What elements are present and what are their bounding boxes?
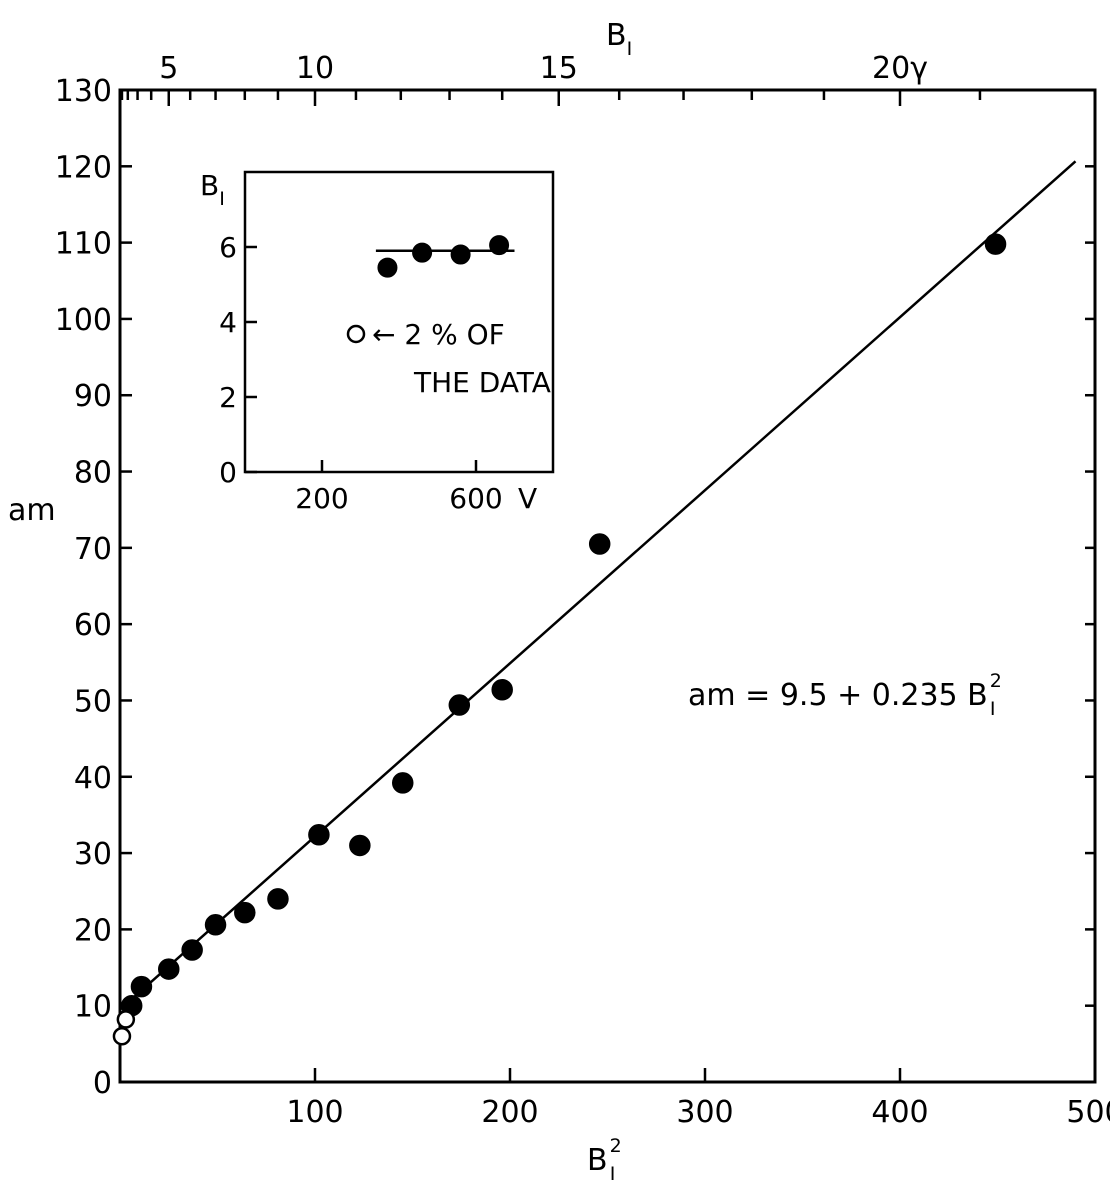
data-point xyxy=(158,958,180,980)
x-tick-label: 300 xyxy=(676,1095,733,1130)
y-tick-label: 80 xyxy=(74,456,112,491)
y-tick-label: 0 xyxy=(93,1066,112,1101)
data-point xyxy=(349,834,371,857)
data-point xyxy=(984,233,1007,255)
y-axis-title: am xyxy=(8,493,56,528)
top-tick-label: 5 xyxy=(159,51,178,86)
y-tick-label: 40 xyxy=(74,761,112,796)
inset-ticks xyxy=(245,245,478,474)
y-tick-label: 70 xyxy=(74,532,112,567)
y-tick-label: 20 xyxy=(74,913,112,948)
inset-data-point xyxy=(377,257,398,278)
inset-y-tick-label: 0 xyxy=(219,456,237,489)
inset-y-axis-title: BI xyxy=(200,169,225,210)
inset-y-tick-label: 6 xyxy=(219,231,237,264)
inset-data-point xyxy=(489,235,510,256)
x-tick-label: 200 xyxy=(481,1095,538,1130)
main-ticks xyxy=(120,88,1097,1084)
inset-y-tick-label: 2 xyxy=(219,381,237,414)
inset-note-line2: THE DATA xyxy=(413,366,551,399)
x-tick-label: 500 xyxy=(1066,1095,1110,1130)
inset-frame xyxy=(243,170,555,474)
inset-note-line1: ← 2 % OF xyxy=(372,318,505,351)
y-tick-label: 50 xyxy=(74,684,112,719)
top-ticks xyxy=(120,90,982,106)
y-tick-label: 110 xyxy=(55,227,112,262)
top-tick-label: 15 xyxy=(540,51,578,86)
y-tick-label: 90 xyxy=(74,379,112,414)
x-tick-label: 400 xyxy=(871,1095,928,1130)
data-point-open xyxy=(112,1026,132,1046)
inset-y-tick-label: 4 xyxy=(219,306,237,339)
data-point xyxy=(448,694,471,716)
main-fit xyxy=(119,160,1077,1011)
y-tick-label: 130 xyxy=(55,74,112,109)
data-point xyxy=(267,888,289,910)
data-point xyxy=(491,679,513,701)
inset-data-point xyxy=(412,242,433,263)
y-tick-label: 100 xyxy=(55,303,112,338)
x-tick-label: 100 xyxy=(286,1095,343,1130)
y-tick-label: 30 xyxy=(74,837,112,872)
main-points xyxy=(112,233,1007,1046)
data-point xyxy=(308,824,330,846)
fit-line xyxy=(119,160,1077,1011)
plot-frame xyxy=(118,88,1097,1084)
inset-x-tick-label: 600 xyxy=(449,482,502,515)
inset-x-tick-label: 200 xyxy=(295,482,348,515)
y-tick-label: 60 xyxy=(74,608,112,643)
data-point xyxy=(234,901,256,924)
data-point xyxy=(181,939,203,961)
inset-data-point xyxy=(450,244,471,265)
data-point xyxy=(204,914,227,936)
y-tick-label: 120 xyxy=(55,150,112,185)
inset-points xyxy=(377,235,510,278)
inset-x-axis-title: V xyxy=(518,482,537,515)
data-point xyxy=(392,772,414,794)
top-axis-title: BI xyxy=(606,18,632,60)
top-tick-label: 20γ xyxy=(872,51,928,86)
top-tick-label: 10 xyxy=(296,51,334,86)
top-tick-labels: 5 10 15 20γ xyxy=(159,51,928,86)
data-point-open xyxy=(116,1010,136,1029)
inset-tick-labels: 0 2 4 6 200 600 xyxy=(219,231,503,515)
y-tick-label: 10 xyxy=(74,990,112,1025)
inset-legend-open-marker xyxy=(346,324,366,344)
data-point xyxy=(588,533,611,555)
data-point xyxy=(130,975,153,998)
